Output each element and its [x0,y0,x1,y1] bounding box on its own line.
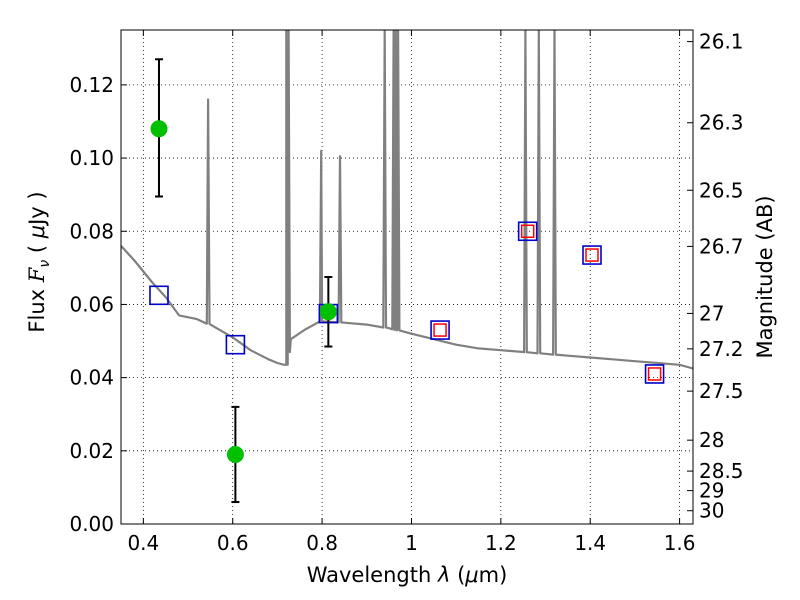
right-tick-label: 26.1 [699,30,744,54]
model-band-flux-marker [644,364,665,384]
right-tick-label: 30 [699,499,724,523]
predicted-flux-marker [433,323,447,337]
right-tick-label: 27.2 [699,337,744,361]
right-tick-label: 27 [699,301,724,325]
y-tick-label: 0.08 [69,219,114,243]
right-axis-label: Magnitude (AB) [753,195,777,358]
y-tick-label: 0.00 [69,512,114,536]
x-tick-label: 0.8 [306,531,338,555]
predicted-flux-marker [585,248,599,262]
x-tick-label: 0.6 [217,531,249,555]
right-tick-label: 26.7 [699,234,744,258]
tick-layer: 0.4 0.6 0.8 1 1.2 1.4 1.6 0.00 0.02 0.04 0.06 0.08 0… [69,30,743,555]
x-tick-label: 1.2 [485,531,517,555]
model-band-flux-marker [582,245,602,265]
plot-frame [120,29,694,525]
observed-flux-point [319,303,337,321]
right-tick-label: 28 [699,428,724,452]
y-tick-label: 0.06 [69,292,114,316]
x-tick-label: 1.6 [664,531,696,555]
right-tick-label: 29 [699,479,724,503]
right-tick-label: 28.5 [699,459,744,483]
model-spectrum-line [121,30,693,370]
x-axis-label: Wavelength λ (μm) [307,563,508,587]
model-band-flux-marker [517,221,538,242]
observed-flux-point [226,445,244,463]
model-band-flux-marker [225,334,246,355]
y-tick-label: 0.12 [69,73,114,97]
y-tick-label: 0.10 [69,146,114,170]
y-axis-label: Flux Fν ( μJy ) [25,191,53,332]
right-tick-label: 26.3 [699,111,744,135]
observed-flux-point [150,120,168,138]
y-tick-label: 0.04 [69,366,114,390]
x-tick-label: 0.4 [127,531,159,555]
x-tick-label: 1.4 [574,531,606,555]
model-band-flux-marker [430,320,450,340]
x-tick-label: 1 [405,531,418,555]
right-tick-label: 26.5 [699,178,744,202]
y-tick-label: 0.02 [69,439,114,463]
model-band-flux-marker [149,285,169,306]
data-layer [121,30,693,504]
right-tick-label: 27.5 [699,379,744,403]
predicted-flux-marker [647,367,662,381]
predicted-flux-marker [520,224,535,239]
